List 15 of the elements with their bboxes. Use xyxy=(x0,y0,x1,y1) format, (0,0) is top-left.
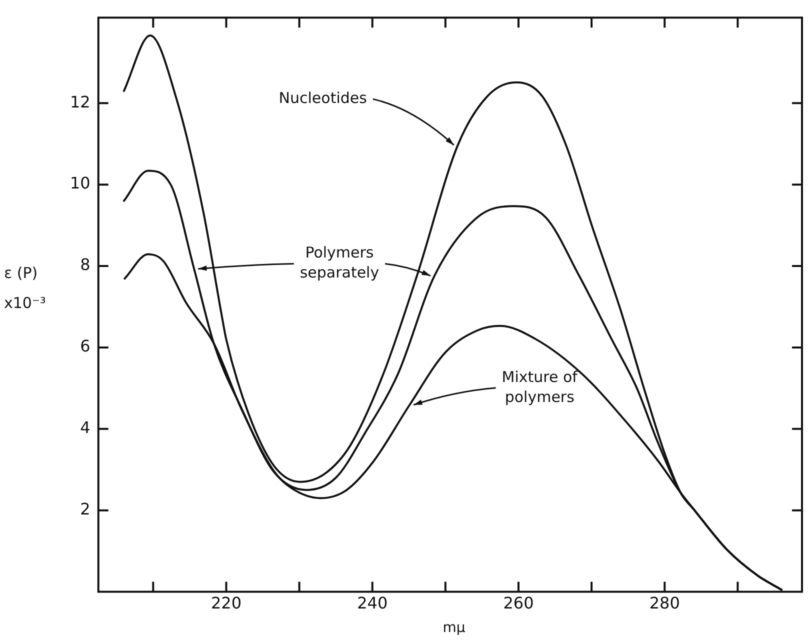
x-tick-label: 220 xyxy=(210,594,242,613)
annotation: Polymers separately xyxy=(300,244,380,282)
y-tick-label: 4 xyxy=(80,418,90,438)
x-tick-label: 240 xyxy=(357,594,388,613)
annotation: Nucleotides xyxy=(278,88,368,107)
x-axis-title: mμ xyxy=(442,620,466,636)
y-tick-label: 6 xyxy=(80,336,90,356)
y-axis-title: ε (P) x10⁻³ xyxy=(4,263,47,314)
x-tick-label: 280 xyxy=(649,594,680,613)
y-tick-label: 2 xyxy=(80,500,90,519)
y-tick-label: 8 xyxy=(80,255,90,274)
y-tick-label: 10 xyxy=(70,174,90,193)
x-tick-label: 260 xyxy=(503,594,534,613)
annotation: Mixture of polymers xyxy=(502,368,578,406)
y-tick-label: 12 xyxy=(70,92,90,112)
